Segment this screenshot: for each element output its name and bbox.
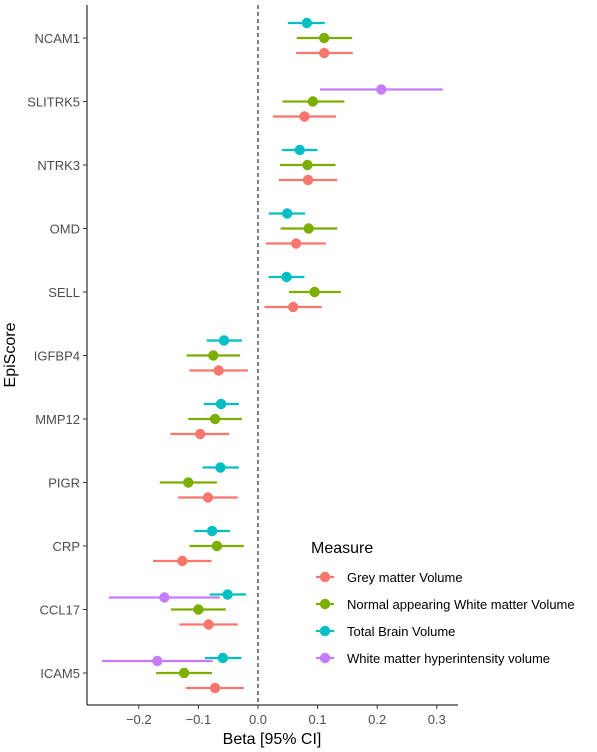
legend-item-grey-matter-volume: Grey matter Volume [316, 570, 463, 585]
estimate-point [290, 238, 302, 249]
estimate-point [202, 492, 214, 503]
y-tick-label: NTRK3 [37, 158, 80, 173]
legend: Measure Grey matter Volume Normal appeari… [311, 540, 575, 666]
estimate-point [309, 286, 320, 298]
estimate-point [183, 477, 194, 488]
legend-label: White matter hyperintensity volume [347, 651, 550, 666]
estimate-point [222, 589, 233, 600]
legend-item-normal-appearing-white-matter-volume: Normal appearing White matter Volume [316, 597, 575, 612]
y-tick-label: SELL [48, 285, 80, 300]
estimate-point [299, 111, 310, 122]
estimate-point [209, 413, 221, 425]
legend-item-total-brain-volume: Total Brain Volume [316, 624, 455, 639]
estimate-point [178, 667, 190, 679]
x-tick-label: −0.2 [126, 712, 152, 727]
estimate-point [318, 47, 330, 59]
y-tick-label: CRP [53, 539, 80, 554]
x-tick-label: 0.1 [309, 712, 327, 727]
y-tick-label: ICAM5 [40, 666, 80, 681]
estimate-point [287, 301, 299, 313]
estimate-point [215, 462, 226, 473]
y-tick-label: PIGR [48, 476, 80, 491]
y-axis-title: EpiScore [2, 322, 19, 387]
estimate-point [208, 350, 219, 361]
estimate-point [302, 159, 313, 171]
legend-key-point [319, 571, 331, 583]
estimate-point [294, 144, 305, 156]
series-white-matter-hyperintensity-volume [101, 84, 443, 667]
legend-label: Normal appearing White matter Volume [347, 597, 575, 612]
x-tick-label: 0.2 [368, 712, 386, 727]
legend-key-point [319, 652, 331, 664]
y-tick-labels: NCAM1 SLITRK5 NTRK3 OMD SELL IGFBP4 MMP12 PIGR C… [27, 31, 87, 681]
y-tick-label: MMP12 [35, 412, 80, 427]
plot-marks [101, 17, 443, 694]
y-tick-label: OMD [50, 222, 80, 237]
estimate-point [376, 84, 387, 95]
x-tick-label: 0.0 [249, 712, 267, 727]
estimate-point [215, 398, 227, 410]
estimate-point [282, 208, 293, 219]
axes: NCAM1 SLITRK5 NTRK3 OMD SELL IGFBP4 MMP12 PIGR C… [27, 5, 458, 727]
estimate-point [211, 540, 223, 552]
estimate-point [194, 428, 206, 440]
y-tick-label: SLITRK5 [27, 95, 80, 110]
estimate-point [301, 17, 313, 29]
legend-title: Measure [311, 540, 373, 557]
estimate-point [193, 604, 204, 615]
y-tick-label: NCAM1 [34, 31, 80, 46]
estimate-point [281, 271, 292, 283]
estimate-point [318, 32, 330, 44]
x-tick-label: −0.1 [186, 712, 212, 727]
series-total-brain-volume [194, 17, 325, 664]
estimate-point [302, 174, 314, 186]
legend-label: Grey matter Volume [347, 570, 463, 585]
legend-label: Total Brain Volume [347, 624, 455, 639]
estimate-point [209, 682, 221, 694]
estimate-point [213, 365, 224, 376]
estimate-point [159, 592, 170, 603]
x-tick-labels: −0.2 −0.1 0.0 0.1 0.2 0.3 [126, 705, 446, 727]
estimate-point [177, 555, 188, 567]
estimate-point [206, 525, 218, 537]
estimate-point [218, 335, 230, 346]
legend-key-point [319, 598, 331, 610]
y-tick-label: CCL17 [40, 603, 80, 618]
x-tick-label: 0.3 [428, 712, 446, 727]
legend-key-point [319, 625, 331, 637]
y-tick-label: IGFBP4 [34, 349, 80, 364]
estimate-point [152, 655, 163, 667]
estimate-point [307, 96, 319, 107]
series-normal-appearing-white-matter-volume [156, 32, 353, 679]
estimate-point [217, 652, 229, 664]
x-axis-title: Beta [95% CI] [223, 731, 322, 748]
estimate-point [203, 619, 214, 630]
estimate-point [303, 223, 314, 234]
series-grey-matter-volume [153, 47, 353, 694]
legend-item-white-matter-hyperintensity-volume: White matter hyperintensity volume [316, 651, 550, 666]
